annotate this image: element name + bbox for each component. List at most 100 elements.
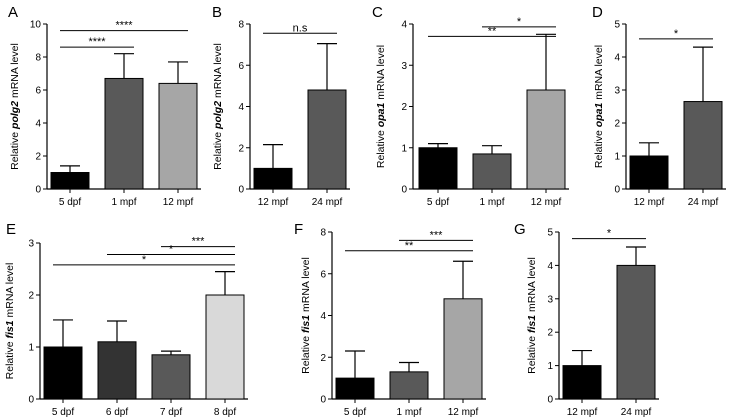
panel-g: G Relative fis1 mRNA level 0 1 2 3 4 5 12 mpf 24 … xyxy=(514,221,659,418)
bar xyxy=(104,77,144,190)
y-axis-label: Relative opa1 mRNA level xyxy=(593,45,605,168)
category-label: 12 mpf xyxy=(163,197,194,208)
y-axis-label: Relative fis1 mRNA level xyxy=(300,257,312,374)
y-axis-label-gene: fis1 xyxy=(300,315,312,333)
bar xyxy=(253,167,293,190)
y-tick-label: 3 xyxy=(401,61,407,72)
significance-label: * xyxy=(517,16,522,28)
significance-label: ** xyxy=(405,240,414,252)
bar xyxy=(158,82,198,190)
y-tick-label: 0 xyxy=(35,185,41,196)
bar xyxy=(205,294,245,400)
category-label: 12 mpf xyxy=(258,197,289,208)
y-tick-label: 3 xyxy=(28,239,34,250)
bar xyxy=(472,153,512,190)
y-axis-label-suffix: mRNA level xyxy=(4,263,16,321)
y-axis-label-suffix: mRNA level xyxy=(300,257,312,315)
y-axis-label: Relative polg2 mRNA level xyxy=(212,43,224,170)
category-label: 1 mpf xyxy=(111,197,136,208)
bar xyxy=(307,89,347,190)
significance-label: *** xyxy=(430,229,444,241)
bar xyxy=(97,341,137,400)
bar xyxy=(389,371,429,400)
bar xyxy=(43,346,83,400)
panel-label: E xyxy=(6,221,16,238)
category-label: 12 mpf xyxy=(634,197,665,208)
y-axis-label-suffix: mRNA level xyxy=(375,45,387,103)
y-axis-label-gene: fis1 xyxy=(526,315,538,333)
y-axis-label-gene: opa1 xyxy=(375,103,387,128)
y-tick-label: 1 xyxy=(28,343,34,354)
category-label: 24 mpf xyxy=(688,197,719,208)
category-label: 8 dpf xyxy=(214,407,236,418)
category-label: 12 mpf xyxy=(531,197,562,208)
y-tick-label: 2 xyxy=(28,291,34,302)
y-tick-label: 2 xyxy=(35,152,41,163)
y-tick-label: 0 xyxy=(547,395,553,406)
y-tick-label: 4 xyxy=(614,53,620,64)
bar xyxy=(562,365,602,400)
y-axis-label: Relative fis1 mRNA level xyxy=(526,257,538,374)
panel-a: A Relative polg2 mRNA level 0 2 4 6 8 10 5 dpf 1 … xyxy=(8,4,201,208)
bar xyxy=(616,264,656,400)
y-axis-label-prefix: Relative xyxy=(526,333,538,374)
y-tick-label: 0 xyxy=(238,185,244,196)
y-tick-label: 3 xyxy=(547,294,553,305)
significance-label: * xyxy=(169,243,174,255)
panel-label: C xyxy=(372,4,383,21)
category-label: 1 mpf xyxy=(479,197,504,208)
y-tick-label: 2 xyxy=(401,102,407,113)
category-label: 5 dpf xyxy=(52,407,74,418)
y-tick-label: 0 xyxy=(320,395,326,406)
y-axis-label: Relative polg2 mRNA level xyxy=(9,43,21,170)
y-tick-label: 4 xyxy=(547,261,553,272)
significance-label: *** xyxy=(192,236,206,248)
category-label: 12 mpf xyxy=(567,407,598,418)
bar xyxy=(683,101,723,190)
y-tick-label: 4 xyxy=(401,20,407,31)
y-tick-label: 2 xyxy=(614,119,620,130)
y-tick-label: 8 xyxy=(238,20,244,31)
y-axis-label-prefix: Relative xyxy=(593,127,605,168)
panel-c: C Relative opa1 mRNA level 0 1 2 3 4 5 dpf 1 mpf… xyxy=(372,4,569,208)
bar xyxy=(151,354,191,400)
y-axis-label-suffix: mRNA level xyxy=(212,43,224,101)
y-tick-label: 1 xyxy=(547,361,553,372)
category-label: 5 dpf xyxy=(59,197,81,208)
y-tick-label: 6 xyxy=(35,86,41,97)
category-label: 5 dpf xyxy=(427,197,449,208)
y-axis-label: Relative opa1 mRNA level xyxy=(375,45,387,168)
y-axis-label-prefix: Relative xyxy=(300,333,312,374)
y-tick-label: 2 xyxy=(320,353,326,364)
y-axis-label-gene: polg2 xyxy=(212,101,224,130)
y-tick-label: 0 xyxy=(401,185,407,196)
category-label: 1 mpf xyxy=(396,407,421,418)
significance-label: * xyxy=(674,28,679,40)
significance-label: **** xyxy=(115,20,133,32)
y-axis-label: Relative fis1 mRNA level xyxy=(4,263,16,380)
y-tick-label: 4 xyxy=(35,119,41,130)
y-tick-label: 5 xyxy=(547,228,553,239)
panel-label: B xyxy=(212,4,222,21)
bar xyxy=(418,147,458,190)
category-label: 7 dpf xyxy=(160,407,182,418)
y-axis-label-prefix: Relative xyxy=(9,129,21,170)
significance-label: * xyxy=(142,254,147,266)
y-tick-label: 6 xyxy=(238,61,244,72)
y-tick-label: 1 xyxy=(614,152,620,163)
significance-label: * xyxy=(607,228,612,240)
y-tick-label: 6 xyxy=(320,269,326,280)
y-axis-label-suffix: mRNA level xyxy=(9,43,21,101)
y-axis-label-suffix: mRNA level xyxy=(593,45,605,103)
y-tick-label: 0 xyxy=(614,185,620,196)
y-tick-label: 2 xyxy=(238,143,244,154)
significance-label: **** xyxy=(88,36,106,48)
y-tick-label: 8 xyxy=(35,53,41,64)
category-label: 12 mpf xyxy=(448,407,479,418)
bar xyxy=(629,155,669,190)
panel-label: A xyxy=(8,4,18,21)
bar xyxy=(443,298,483,400)
panel-f: F Relative fis1 mRNA level 0 2 4 6 8 5 dpf 1 mpf… xyxy=(294,221,486,418)
category-label: 5 dpf xyxy=(344,407,366,418)
y-tick-label: 10 xyxy=(30,20,42,31)
